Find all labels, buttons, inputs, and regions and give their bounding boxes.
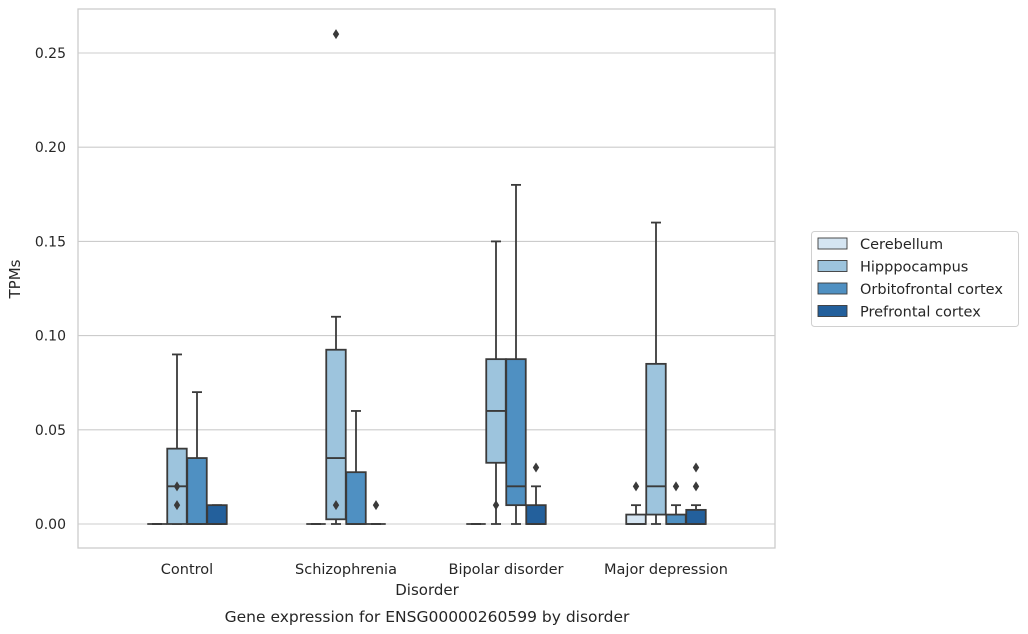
- box-iqr: [206, 504, 228, 525]
- outlier-point: [692, 481, 700, 492]
- box-group-0-3: [625, 481, 647, 525]
- box-iqr: [345, 471, 367, 525]
- box-group-1-3: [645, 221, 667, 525]
- legend-swatch: [817, 305, 848, 317]
- y-tick-label: 0.05: [35, 423, 66, 439]
- box-group-3-3: [685, 462, 707, 525]
- box-group-2-0: [186, 391, 208, 525]
- y-axis-label: TPMs: [6, 259, 24, 299]
- legend-label: Orbitofrontal cortex: [860, 282, 1003, 298]
- legend: Cerebellum Hipppocampus Orbitofrontal cort…: [811, 231, 1019, 327]
- box-iqr: [625, 513, 647, 525]
- plot-area-frame: [77, 8, 776, 549]
- outlier-point: [372, 500, 380, 511]
- box-iqr: [645, 362, 667, 516]
- y-tick-label: 0.20: [35, 140, 66, 156]
- x-tick-label: Major depression: [604, 562, 728, 578]
- legend-swatch: [817, 260, 848, 272]
- legend-label: Hipppocampus: [860, 260, 968, 276]
- outlier-point: [332, 29, 340, 40]
- box-group-1-0: [166, 353, 188, 525]
- chart-caption: Gene expression for ENSG00000260599 by d…: [225, 608, 630, 626]
- outlier-point: [532, 462, 540, 473]
- box-group-3-0: [206, 504, 228, 525]
- y-tick-labels: 0.00 0.05 0.10 0.15 0.20 0.25: [35, 46, 66, 533]
- outlier-point: [672, 481, 680, 492]
- legend-label: Cerebellum: [860, 237, 943, 253]
- box-group-1-1: [325, 29, 347, 525]
- outlier-point: [332, 500, 340, 511]
- box-group-1-2: [485, 240, 507, 525]
- legend-label: Prefrontal cortex: [860, 305, 981, 321]
- y-tick-label: 0.10: [35, 329, 66, 345]
- box-iqr: [505, 358, 527, 507]
- outlier-point: [492, 500, 500, 511]
- x-tick-label: Bipolar disorder: [449, 562, 564, 578]
- box-iqr: [325, 348, 347, 521]
- box-group-3-1: [366, 500, 386, 525]
- outlier-point: [632, 481, 640, 492]
- y-tick-label: 0.25: [35, 46, 66, 62]
- outlier-point: [173, 500, 181, 511]
- box-group-2-3: [665, 481, 687, 525]
- x-tick-label: Control: [161, 562, 213, 578]
- legend-swatch: [817, 237, 848, 250]
- box-iqr: [186, 457, 208, 525]
- box-group-2-1: [345, 410, 367, 525]
- x-tick-labels: Control Schizophrenia Bipolar disorder Majo…: [161, 562, 728, 578]
- box-iqr: [525, 504, 547, 525]
- box-groups: [147, 29, 707, 525]
- box-iqr: [685, 508, 707, 525]
- box-group-3-2: [525, 462, 547, 525]
- x-axis-label: Disorder: [395, 581, 459, 599]
- legend-swatch: [817, 282, 848, 295]
- outlier-point: [173, 481, 181, 492]
- box-iqr: [665, 513, 687, 525]
- x-tick-label: Schizophrenia: [295, 562, 397, 578]
- y-tick-label: 0.15: [35, 234, 66, 250]
- box-group-2-2: [505, 183, 527, 525]
- legend-frame: [811, 231, 1019, 327]
- y-tick-label: 0.00: [35, 517, 66, 533]
- outlier-point: [692, 462, 700, 473]
